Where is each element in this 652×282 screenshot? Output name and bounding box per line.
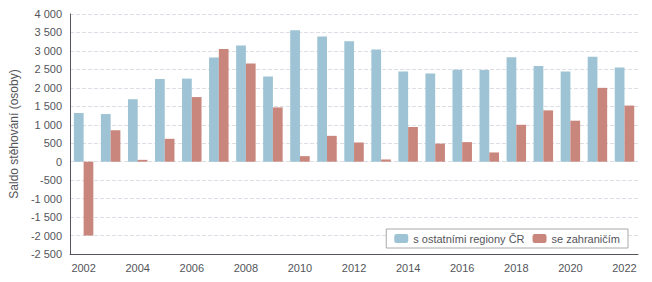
svg-text:2018: 2018	[504, 262, 528, 274]
svg-text:4 000: 4 000	[35, 8, 63, 20]
svg-text:s ostatními regiony ČR: s ostatními regiony ČR	[413, 233, 524, 245]
svg-text:2006: 2006	[180, 262, 204, 274]
svg-text:2010: 2010	[288, 262, 312, 274]
svg-text:2002: 2002	[71, 262, 95, 274]
svg-text:-1 000: -1 000	[31, 193, 62, 205]
svg-text:2016: 2016	[450, 262, 474, 274]
svg-text:2014: 2014	[396, 262, 420, 274]
svg-text:-1 500: -1 500	[31, 211, 62, 223]
svg-text:3 500: 3 500	[35, 26, 63, 38]
svg-text:1 000: 1 000	[35, 119, 63, 131]
svg-text:2004: 2004	[125, 262, 149, 274]
svg-text:-500: -500	[40, 174, 62, 186]
svg-text:se zahraničím: se zahraničím	[552, 233, 620, 245]
svg-text:Saldo stěhování (osoby): Saldo stěhování (osoby)	[7, 69, 21, 198]
svg-text:3 000: 3 000	[35, 45, 63, 57]
svg-text:2 500: 2 500	[35, 63, 63, 75]
svg-text:500: 500	[44, 137, 62, 149]
svg-text:-2 500: -2 500	[31, 248, 62, 260]
svg-text:2 000: 2 000	[35, 82, 63, 94]
svg-text:2020: 2020	[558, 262, 582, 274]
svg-text:2022: 2022	[612, 262, 636, 274]
svg-text:1 500: 1 500	[35, 100, 63, 112]
svg-text:0: 0	[56, 156, 62, 168]
svg-text:2008: 2008	[234, 262, 258, 274]
svg-text:2012: 2012	[342, 262, 366, 274]
svg-text:-2 000: -2 000	[31, 230, 62, 242]
